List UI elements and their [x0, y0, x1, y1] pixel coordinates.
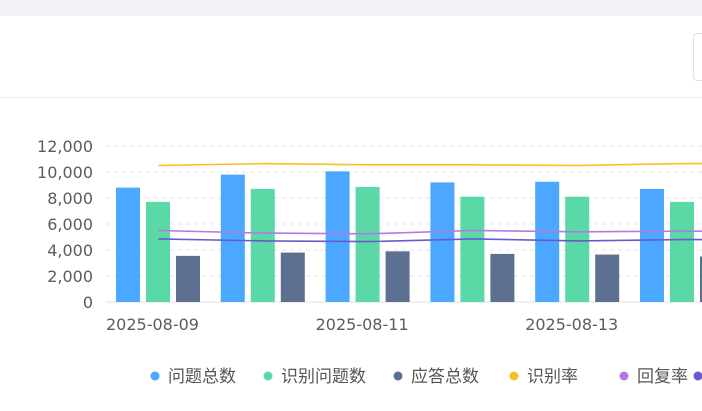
y-tick-label: 0: [83, 293, 93, 312]
series-line: [158, 162, 702, 167]
bar: [565, 196, 590, 302]
legend-label: 识别率: [527, 367, 578, 387]
bar: [490, 253, 515, 302]
legend-label: 回复率: [637, 367, 688, 387]
bar: [355, 186, 380, 302]
legend-marker: [693, 371, 702, 381]
legend-label: 识别问题数: [281, 367, 366, 387]
card-header: [0, 16, 702, 98]
bar: [146, 201, 170, 302]
bar: [430, 182, 455, 302]
bar: [385, 251, 410, 302]
legend-marker: [150, 371, 160, 381]
y-tick-label: 8,000: [47, 189, 93, 208]
bar: [460, 196, 485, 302]
series-line: [158, 229, 702, 235]
bar: [700, 256, 702, 302]
legend-marker: [619, 371, 629, 381]
header-control[interactable]: [693, 33, 702, 81]
bar: [670, 201, 694, 302]
y-tick-label: 6,000: [47, 215, 93, 234]
bar: [220, 174, 245, 302]
legend-marker: [509, 371, 519, 381]
y-tick-label: 10,000: [37, 163, 93, 182]
bar: [116, 187, 140, 302]
bar: [640, 188, 664, 302]
bar: [250, 188, 275, 302]
legend-marker: [393, 371, 403, 381]
bar: [325, 171, 350, 302]
legend-label: 应答总数: [411, 367, 479, 387]
y-tick-label: 12,000: [37, 137, 93, 156]
bar: [535, 181, 560, 302]
x-tick-label: 2025-08-09: [106, 315, 199, 334]
y-tick-label: 2,000: [47, 267, 93, 286]
series-line: [158, 238, 702, 243]
y-tick-label: 4,000: [47, 241, 93, 260]
legend-label: 问题总数: [168, 367, 236, 387]
x-tick-label: 2025-08-11: [316, 315, 409, 334]
bar: [176, 255, 200, 302]
legend-marker: [263, 371, 273, 381]
bar: [595, 254, 620, 302]
bar: [280, 252, 305, 302]
x-tick-label: 2025-08-13: [525, 315, 618, 334]
